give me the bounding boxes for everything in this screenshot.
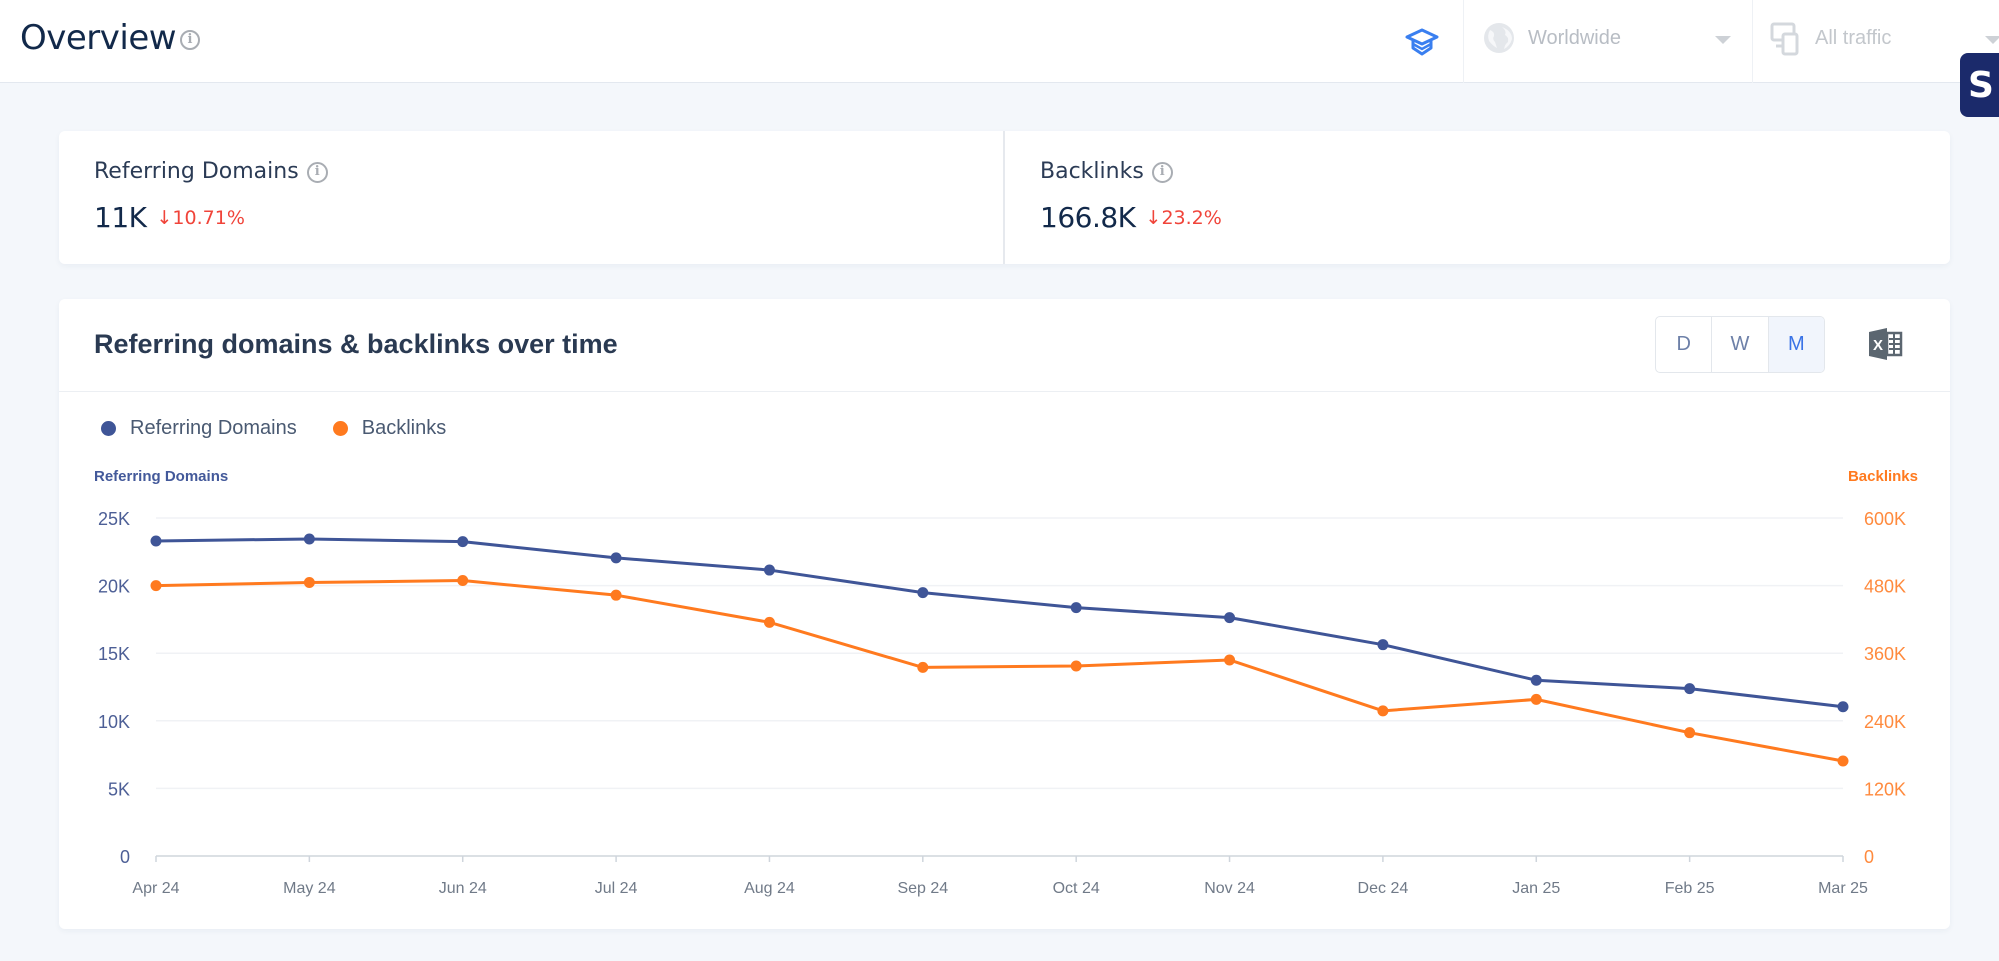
series-line-backlinks	[155, 579, 1844, 763]
kpi-label: Backlinks	[1040, 159, 1144, 184]
legend-dot-referring-domains	[101, 421, 116, 436]
data-point-referring-domains	[1224, 612, 1236, 624]
globe-icon	[1484, 23, 1514, 53]
data-point-referring-domains	[1377, 639, 1389, 651]
similarweb-logo-icon[interactable]: S	[1960, 53, 1999, 117]
data-point-backlinks	[610, 589, 622, 601]
data-point-backlinks	[1684, 727, 1696, 739]
kpi-change: ↓10.71%	[156, 207, 245, 229]
data-point-referring-domains	[150, 535, 162, 547]
data-point-backlinks	[1837, 755, 1849, 767]
data-point-referring-domains	[1070, 602, 1082, 614]
left-axis-tick-label: 25K	[98, 509, 130, 529]
data-point-referring-domains	[1530, 674, 1542, 686]
legend-dot-backlinks	[332, 421, 348, 436]
top-header: Overview i Worldwide All traffic S	[0, 0, 1999, 117]
x-axis-tick-label: Jan 25	[1512, 880, 1560, 897]
legend-item-referring-domains[interactable]: Referring Domains	[101, 417, 297, 440]
right-axis-tick-label: 120K	[1864, 779, 1906, 799]
data-point-backlinks	[1070, 660, 1082, 672]
right-axis-title: Backlinks	[1847, 468, 1918, 485]
right-axis-tick-label: 240K	[1864, 712, 1906, 732]
data-point-referring-domains	[610, 552, 622, 564]
legend-item-backlinks[interactable]: Backlinks	[332, 417, 447, 440]
right-axis-tick-label: 0	[1864, 847, 1874, 867]
x-axis-tick-label: Apr 24	[132, 880, 179, 897]
data-point-referring-domains	[1684, 683, 1696, 695]
period-month-button[interactable]: M	[1768, 317, 1824, 372]
x-axis-tick-label: Mar 25	[1818, 880, 1868, 897]
arrow-down-icon: ↓	[1145, 207, 1162, 229]
data-point-backlinks	[917, 661, 929, 673]
x-axis-tick-label: Aug 24	[744, 880, 795, 897]
arrow-down-icon: ↓	[156, 207, 173, 229]
region-dropdown[interactable]: Worldwide	[1463, 0, 1753, 83]
data-point-backlinks	[457, 575, 469, 587]
info-icon[interactable]: i	[306, 161, 328, 183]
data-point-backlinks	[763, 616, 775, 628]
left-axis-tick-label: 15K	[98, 644, 130, 664]
devices-icon	[1770, 22, 1799, 56]
excel-icon[interactable]: X	[1867, 327, 1903, 361]
data-point-backlinks	[303, 577, 315, 589]
info-icon[interactable]: i	[1151, 161, 1173, 183]
series-line-referring-domains	[155, 537, 1844, 709]
chart-card: Referring domains & backlinks over time …	[59, 299, 1950, 929]
data-point-referring-domains	[303, 533, 315, 545]
kpi-card: Referring Domains i 11K ↓10.71% Backlinks i…	[59, 131, 1950, 264]
chart-card-header: Referring domains & backlinks over time …	[59, 299, 1950, 392]
data-point-backlinks	[1530, 693, 1542, 705]
svg-text:X: X	[1873, 337, 1883, 354]
data-point-backlinks	[1377, 705, 1389, 717]
left-axis-tick-label: 20K	[98, 577, 130, 597]
kpi-value: 11K	[94, 201, 147, 234]
right-axis-tick-label: 480K	[1864, 577, 1906, 597]
x-axis-tick-label: Sep 24	[897, 880, 948, 897]
data-point-referring-domains	[763, 564, 775, 576]
data-point-referring-domains	[457, 536, 469, 548]
info-icon[interactable]: i	[180, 30, 200, 50]
traffic-label: All traffic	[1815, 27, 1892, 49]
legend-label: Referring Domains	[130, 417, 297, 439]
left-axis-tick-label: 10K	[98, 712, 130, 732]
x-axis-tick-label: May 24	[283, 880, 336, 897]
chevron-down-icon	[1985, 36, 1999, 44]
header-divider	[1463, 0, 1464, 83]
chart-legend: Referring Domains Backlinks	[101, 417, 482, 440]
kpi-change: ↓23.2%	[1145, 207, 1222, 229]
legend-label: Backlinks	[361, 417, 447, 439]
left-axis-tick-label: 0	[120, 847, 130, 867]
kpi-divider	[1003, 131, 1005, 264]
chart-title: Referring domains & backlinks over time	[94, 329, 618, 359]
chevron-down-icon	[1715, 36, 1731, 44]
x-axis-tick-label: Feb 25	[1665, 880, 1715, 897]
region-label: Worldwide	[1528, 27, 1621, 49]
graduation-cap-icon[interactable]	[1404, 24, 1440, 60]
data-point-referring-domains	[1837, 701, 1849, 713]
kpi-label: Referring Domains	[94, 159, 299, 184]
x-axis-tick-label: Jul 24	[595, 880, 638, 897]
data-point-backlinks	[1224, 654, 1236, 666]
right-axis-tick-label: 600K	[1864, 509, 1906, 529]
x-axis-tick-label: Nov 24	[1204, 880, 1255, 897]
header-divider	[1752, 0, 1753, 83]
period-toggle: D W M	[1655, 316, 1825, 373]
page-title: Overview	[20, 18, 177, 58]
period-week-button[interactable]: W	[1712, 317, 1769, 372]
right-axis-tick-label: 360K	[1864, 644, 1906, 664]
line-chart: 0 5K 10K 15K 20K 25K 0 120K 240K 360K 480K 600K Apr …	[98, 509, 1906, 897]
left-axis-tick-label: 5K	[108, 779, 130, 799]
period-day-button[interactable]: D	[1656, 317, 1713, 372]
left-axis-title: Referring Domains	[94, 468, 229, 485]
data-point-referring-domains	[917, 587, 929, 599]
kpi-value: 166.8K	[1040, 201, 1136, 234]
x-axis-tick-label: Jun 24	[439, 880, 487, 897]
x-axis-tick-label: Oct 24	[1053, 880, 1100, 897]
x-axis-tick-label: Dec 24	[1358, 880, 1409, 897]
traffic-dropdown[interactable]: All traffic	[1752, 0, 1999, 83]
data-point-backlinks	[150, 580, 162, 592]
